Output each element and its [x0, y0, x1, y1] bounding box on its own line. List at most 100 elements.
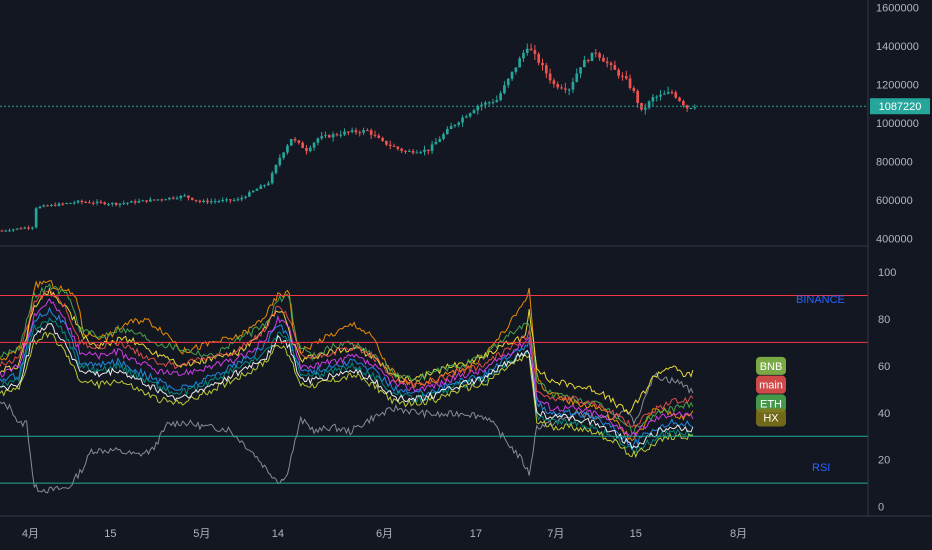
- series-label-text: main: [759, 380, 783, 392]
- candle-body: [202, 200, 206, 202]
- candle-body: [666, 92, 670, 94]
- candle-body: [190, 197, 194, 200]
- candle-body: [385, 140, 388, 145]
- candle-body: [624, 76, 628, 79]
- price-tick-label: 800000: [876, 156, 913, 168]
- price-tick-label: 1000000: [876, 118, 919, 130]
- candle-body: [57, 203, 61, 206]
- candle-body: [647, 101, 651, 108]
- series-label-text: HX: [763, 412, 779, 424]
- candle-body: [567, 89, 571, 91]
- candle-body: [50, 204, 53, 206]
- candle-body: [457, 122, 461, 125]
- candle-body: [411, 150, 415, 153]
- candle-body: [240, 197, 244, 200]
- candle-body: [636, 90, 640, 103]
- candle-body: [168, 197, 171, 200]
- candle-body: [392, 145, 396, 147]
- candle-body: [499, 93, 502, 101]
- candle-body: [525, 48, 529, 53]
- candle-body: [8, 230, 11, 232]
- candle-body: [91, 202, 95, 204]
- candle-body: [586, 60, 590, 62]
- candle-body: [301, 142, 304, 148]
- rsi-tick-label: 80: [878, 314, 890, 326]
- candle-body: [46, 205, 49, 207]
- price-axis[interactable]: 400000 600000 800000 1000000 1200000 1400000 1…: [876, 3, 919, 246]
- candle-body: [564, 88, 567, 90]
- candle-body: [236, 199, 240, 201]
- candle-body: [297, 140, 301, 143]
- series-label-main: main: [756, 375, 786, 394]
- rsi-series-line: [0, 289, 694, 428]
- candle-body: [548, 73, 552, 81]
- candle-body: [628, 78, 632, 88]
- candle-body: [0, 230, 4, 232]
- candle-body: [678, 97, 681, 102]
- candle-body: [164, 199, 167, 201]
- rsi-series-line: [0, 306, 694, 451]
- candle-body: [423, 149, 426, 152]
- candle-body: [228, 199, 232, 201]
- candle-body: [571, 81, 575, 90]
- candle-body: [407, 150, 411, 152]
- rsi-series-line: [0, 371, 694, 494]
- candle-body: [537, 53, 541, 63]
- candle-body: [80, 200, 84, 202]
- candle-body: [445, 129, 449, 135]
- candle-body: [107, 203, 110, 205]
- price-tick-label: 400000: [876, 233, 913, 245]
- candle-body: [662, 93, 666, 95]
- candle-body: [503, 85, 506, 94]
- candle-body: [400, 148, 403, 151]
- candle-body: [518, 58, 521, 68]
- candle-body: [609, 63, 613, 66]
- candle-body: [65, 203, 68, 205]
- candle-body: [255, 188, 259, 191]
- candle-body: [286, 145, 289, 153]
- candle-body: [248, 192, 251, 197]
- candle-body: [152, 199, 156, 201]
- candle-body: [19, 228, 23, 230]
- candle-body: [267, 183, 270, 186]
- candle-body: [484, 102, 487, 105]
- candle-body: [514, 67, 518, 72]
- candle-body: [221, 199, 225, 202]
- candle-body: [61, 203, 65, 205]
- candle-body: [171, 197, 175, 199]
- candle-body: [213, 201, 217, 203]
- candle-body: [278, 157, 282, 165]
- candle-body: [34, 208, 38, 228]
- candle-body: [11, 229, 15, 231]
- candle-body: [438, 139, 442, 142]
- candle-body: [347, 131, 350, 133]
- candle-body: [175, 198, 179, 200]
- rsi-tick-label: 0: [878, 502, 884, 514]
- rsi-series-line: [0, 331, 694, 459]
- candle-body: [693, 107, 697, 109]
- candle-body: [53, 204, 57, 206]
- candle-body: [103, 202, 107, 205]
- candle-body: [320, 136, 324, 139]
- candle-body: [579, 67, 582, 74]
- series-label-eth: ETH: [756, 394, 786, 413]
- candle-body: [335, 134, 339, 136]
- series-label-text: BNB: [760, 361, 783, 373]
- candle-body: [388, 144, 392, 146]
- candle-body: [461, 117, 464, 123]
- candle-body: [343, 131, 346, 135]
- candle-body: [487, 102, 491, 104]
- time-tick-label: 17: [470, 528, 482, 540]
- candle-body: [31, 227, 34, 229]
- candle-body: [160, 199, 164, 201]
- candle-body: [651, 97, 655, 102]
- rsi-series-line: [0, 317, 693, 453]
- candle-body: [122, 203, 126, 205]
- candle-body: [99, 201, 103, 203]
- rsi-axis[interactable]: 0 20 40 60 80 100: [878, 267, 896, 514]
- rsi-pane: 0 20 40 60 80 100 BNB main ETH HX BINANCE RSI: [0, 267, 896, 514]
- time-axis[interactable]: 4月 15 5月 14 6月 17 7月 15 8月: [22, 528, 747, 540]
- candle-body: [682, 101, 685, 106]
- candle-body: [556, 84, 560, 88]
- candle-body: [529, 48, 533, 51]
